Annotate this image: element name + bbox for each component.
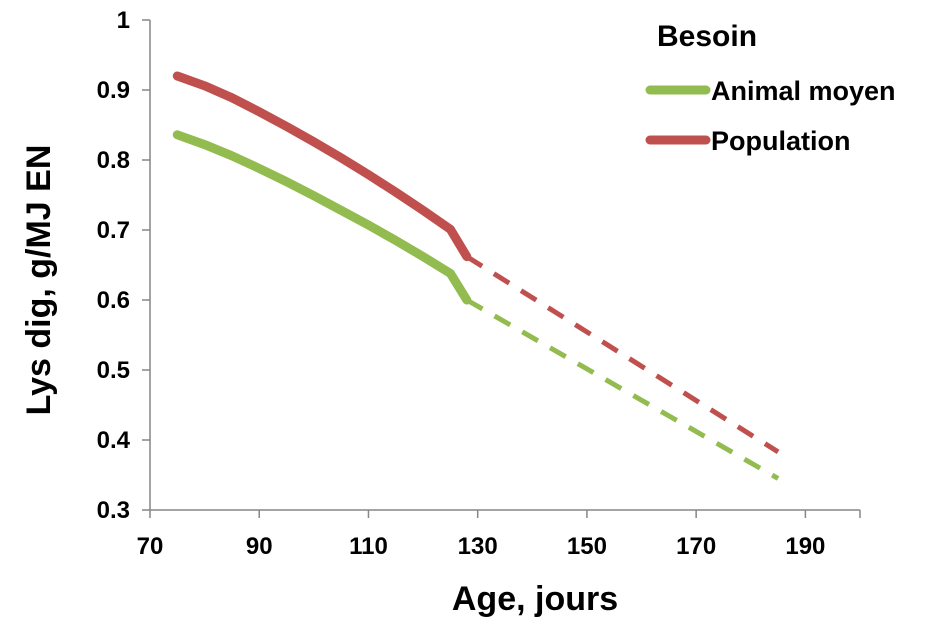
x-tick-label: 110 <box>349 533 388 560</box>
y-tick-label: 0.9 <box>97 77 130 104</box>
legend-title: Besoin <box>657 20 757 53</box>
series-animal-moyen-solid-line <box>172 130 472 305</box>
series-population-solid-line <box>172 71 472 262</box>
legend-label-population: Population <box>711 126 850 156</box>
series-animal-moyen-dashed-line <box>465 297 780 481</box>
x-tick-label: 190 <box>785 533 825 560</box>
y-tick-label: 1 <box>117 7 130 34</box>
x-tick-label: 70 <box>137 533 164 560</box>
series-layer <box>172 71 780 481</box>
y-tick-label: 0.7 <box>97 217 130 244</box>
x-tick-label: 130 <box>458 533 498 560</box>
x-axis-title: Age, jours <box>452 580 618 618</box>
x-tick-label: 150 <box>567 533 607 560</box>
y-axis-title: Lys dig, g/MJ EN <box>20 145 58 416</box>
series-population-dashed-line <box>465 254 780 455</box>
x-tick-label: 90 <box>246 533 273 560</box>
legend-label-animal-moyen: Animal moyen <box>711 76 896 106</box>
y-tick-label: 0.4 <box>97 427 131 454</box>
x-tick-label: 170 <box>676 533 716 560</box>
y-tick-label: 0.3 <box>97 497 130 524</box>
legend: Besoin Animal moyen Population <box>645 20 896 156</box>
y-tick-label: 0.8 <box>97 147 130 174</box>
y-tick-label: 0.6 <box>97 287 130 314</box>
y-tick-label: 0.5 <box>97 357 130 384</box>
